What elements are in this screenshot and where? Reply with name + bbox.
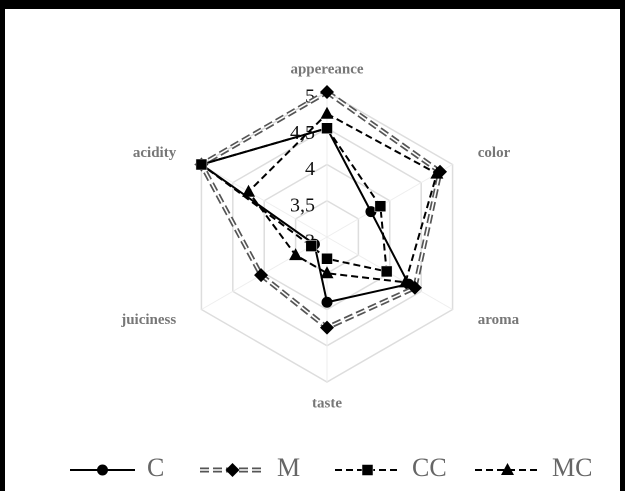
tick-label: 3,5 <box>290 194 315 216</box>
axis-label: aroma <box>478 312 520 328</box>
marker <box>365 206 377 218</box>
legend-marker <box>501 463 514 475</box>
legend-label: CC <box>412 453 447 482</box>
marker <box>320 106 334 119</box>
axis-label: juiciness <box>120 312 176 328</box>
legend-marker <box>225 463 240 477</box>
frame-right <box>620 0 625 491</box>
marker <box>195 158 208 171</box>
tick-label: 5 <box>305 86 315 108</box>
marker <box>242 184 256 197</box>
axis-label: color <box>478 145 511 161</box>
series-line-inner <box>200 91 441 329</box>
legend-label: MC <box>552 453 592 482</box>
spoke <box>201 164 328 238</box>
marker <box>320 266 334 279</box>
legend-marker <box>97 464 108 476</box>
marker <box>320 320 334 335</box>
marker <box>289 248 303 261</box>
frame-left <box>0 0 5 491</box>
tick-label: 4 <box>305 158 315 180</box>
frame-top <box>0 0 625 9</box>
marker <box>321 122 333 134</box>
marker <box>407 280 422 295</box>
marker <box>321 296 333 308</box>
marker <box>430 166 444 179</box>
marker <box>305 240 318 252</box>
marker <box>321 253 333 265</box>
marker <box>374 200 387 212</box>
marker <box>320 85 334 99</box>
legend-marker <box>361 464 374 476</box>
axis-label: acidity <box>133 145 177 161</box>
axis-label: appereance <box>290 61 363 77</box>
marker <box>380 265 393 278</box>
legend-label: M <box>277 453 300 482</box>
tick-label: 4,5 <box>290 122 315 144</box>
legend-label: C <box>147 453 164 482</box>
marker <box>398 275 412 288</box>
axis-label: taste <box>312 395 342 411</box>
marker <box>254 268 269 283</box>
